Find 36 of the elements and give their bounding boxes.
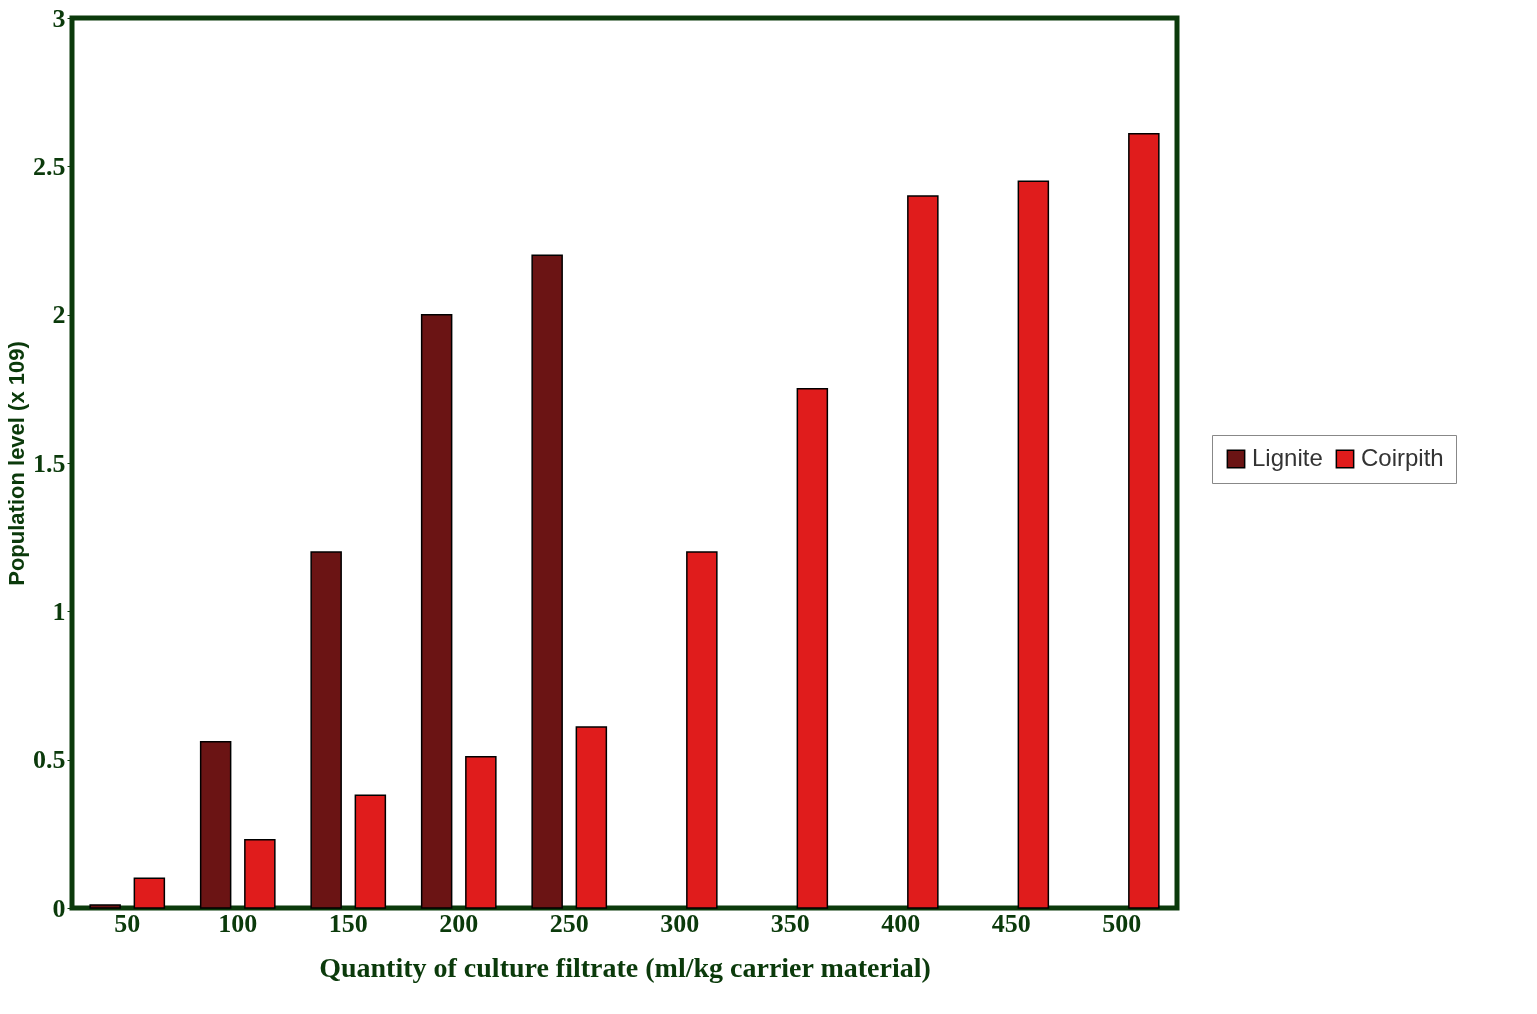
bar — [1017, 180, 1050, 909]
x-tick-label: 100 — [218, 908, 258, 938]
bar — [244, 839, 276, 909]
bar — [907, 195, 939, 909]
bar — [354, 794, 387, 909]
x-tick-label: 300 — [660, 908, 700, 938]
x-tick-label: 350 — [770, 908, 810, 938]
bar — [89, 904, 121, 909]
x-tick-label: 200 — [439, 908, 479, 938]
x-tick-label: 250 — [549, 908, 589, 938]
x-tick-label: 500 — [1102, 908, 1142, 938]
legend-label: Lignite — [1252, 444, 1323, 471]
bar — [575, 726, 608, 909]
y-tick-label: 0.5 — [33, 745, 66, 775]
y-tick-label: 3 — [52, 3, 66, 33]
bar — [686, 551, 718, 909]
y-tick-label: 2 — [52, 300, 66, 330]
bar — [310, 551, 342, 909]
y-tick-label: 1 — [52, 596, 66, 626]
y-tick-label: 2.5 — [33, 151, 66, 181]
bar — [133, 877, 166, 909]
x-tick-label: 450 — [991, 908, 1031, 938]
x-tick-label: 150 — [328, 908, 368, 938]
y-tick-label: 1.5 — [33, 448, 66, 478]
x-tick-label: 400 — [881, 908, 921, 938]
legend-label: Coirpith — [1361, 444, 1444, 471]
bar — [420, 313, 453, 909]
bar — [796, 388, 829, 909]
bar — [199, 741, 232, 909]
y-axis-title: Population level (x 109) — [4, 341, 29, 586]
y-tick-label: 0 — [52, 893, 66, 923]
x-axis-title: Quantity of culture filtrate (ml/kg carrier material) — [319, 951, 931, 983]
x-tick-label: 50 — [114, 908, 141, 938]
bar — [531, 254, 563, 909]
bar — [465, 755, 497, 909]
bar — [1128, 132, 1160, 909]
